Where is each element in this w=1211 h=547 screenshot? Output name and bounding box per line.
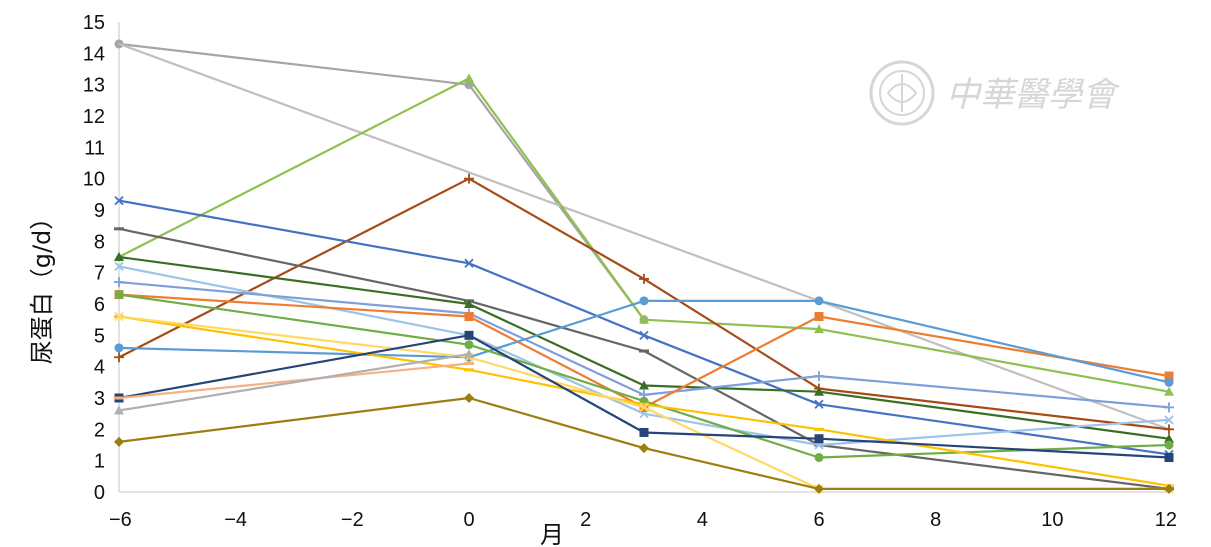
y-tick-label: 4 (94, 357, 105, 379)
y-tick-label: 6 (94, 294, 105, 316)
series-17 (114, 349, 474, 415)
data-point (639, 380, 649, 390)
data-point (1164, 402, 1174, 413)
data-point (114, 277, 124, 288)
x-tick-label: 0 (463, 509, 474, 531)
data-point (114, 436, 124, 447)
x-tick-label: −4 (224, 509, 247, 531)
series-8 (114, 261, 1174, 450)
y-tick-label: 0 (94, 482, 105, 504)
data-point (464, 368, 474, 372)
data-point (464, 73, 474, 83)
data-point (114, 252, 124, 261)
data-point (1164, 377, 1174, 387)
data-point (114, 343, 124, 353)
x-tick-label: 2 (580, 509, 591, 531)
y-tick-label: 3 (94, 388, 105, 410)
data-point (1164, 415, 1174, 425)
data-point (464, 362, 474, 366)
data-point (639, 296, 649, 306)
y-tick-label: 12 (83, 106, 105, 128)
series-7 (114, 252, 1174, 443)
data-point (814, 453, 824, 463)
data-point (1164, 453, 1174, 463)
data-point (639, 314, 649, 324)
data-point (1164, 386, 1174, 396)
y-tick-label: 10 (83, 169, 105, 191)
data-point (1164, 440, 1174, 450)
series-line (118, 42, 645, 321)
x-tick-label: −2 (341, 509, 364, 531)
data-point (814, 483, 824, 494)
data-point (464, 312, 474, 322)
data-point (639, 349, 649, 353)
y-axis-title: 尿蛋白（g/d） (28, 206, 56, 365)
y-tick-label: 9 (94, 200, 105, 222)
data-point (464, 299, 474, 308)
data-point (114, 195, 124, 206)
y-tick-label: 1 (94, 451, 105, 473)
data-point (114, 311, 124, 322)
watermark-seal-icon (869, 60, 935, 126)
series-line (118, 362, 470, 400)
data-point (114, 352, 124, 363)
series-line (118, 199, 1170, 456)
data-point (1164, 371, 1174, 381)
series-18 (114, 393, 1174, 494)
data-point (639, 273, 649, 284)
data-point (114, 261, 124, 272)
data-point (1164, 433, 1174, 443)
data-point (639, 427, 649, 437)
y-tick-label: 15 (83, 12, 105, 34)
data-point (464, 393, 474, 403)
data-point (114, 396, 124, 400)
data-point (114, 290, 124, 300)
series-layer (114, 39, 1174, 494)
x-tick-label: 6 (813, 509, 824, 531)
data-point (639, 330, 649, 340)
series-line (118, 353, 470, 412)
data-point (464, 340, 474, 350)
y-tick-label: 14 (83, 43, 105, 65)
data-point (114, 227, 124, 231)
watermark: 中華醫學會 (869, 60, 1121, 126)
data-point (814, 296, 824, 306)
series-16 (114, 362, 474, 400)
x-tick-label: 10 (1041, 509, 1063, 531)
data-point (639, 402, 649, 406)
y-tick-label: 11 (84, 137, 105, 159)
y-tick-label: 7 (94, 263, 105, 285)
data-point (464, 330, 474, 340)
data-point (814, 324, 824, 334)
y-tick-label: 5 (94, 325, 105, 347)
data-point (814, 434, 824, 444)
data-point (464, 173, 474, 184)
data-point (639, 402, 649, 413)
data-point (814, 427, 824, 431)
data-point (814, 399, 824, 409)
x-tick-label: −6 (109, 509, 132, 531)
data-point (114, 405, 124, 415)
x-tick-label: 8 (930, 509, 941, 531)
watermark-text: 中華醫學會 (946, 75, 1121, 115)
data-point (464, 349, 474, 359)
data-point (1164, 424, 1174, 435)
data-point (639, 443, 649, 454)
y-tick-label: 13 (83, 75, 105, 97)
data-point (1164, 483, 1174, 494)
x-axis-ticks: −6 −4 −2 0 2 4 6 8 10 12 (109, 509, 1177, 531)
data-point (814, 386, 824, 396)
data-point (814, 312, 824, 322)
data-point (464, 258, 474, 268)
x-tick-label: 12 (1155, 509, 1177, 531)
x-axis-title: 月 (540, 521, 564, 547)
y-tick-label: 8 (94, 231, 105, 253)
data-point (814, 371, 824, 382)
x-tick-label: 4 (697, 509, 708, 531)
y-tick-label: 2 (94, 419, 105, 441)
